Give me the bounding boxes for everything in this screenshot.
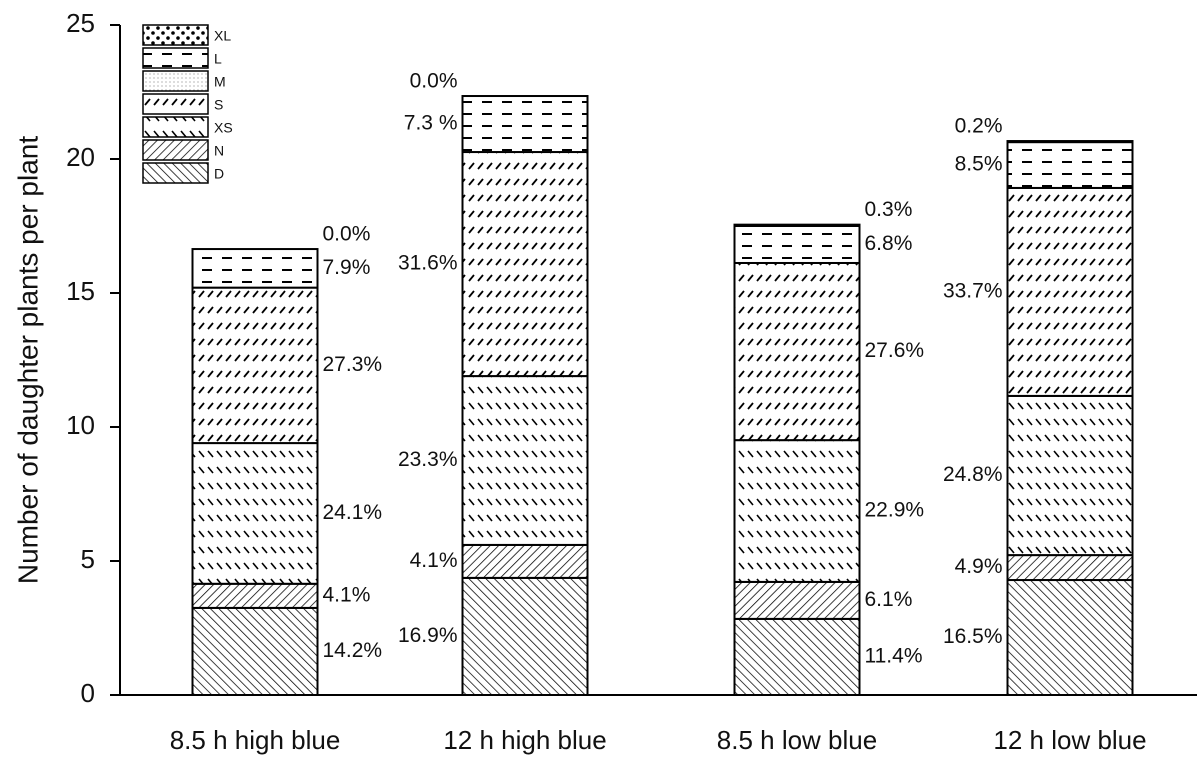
y-tick-label: 20: [66, 142, 95, 172]
y-tick-label: 15: [66, 276, 95, 306]
legend-swatch-pattern: [142, 70, 209, 92]
bar-pattern: [733, 223, 861, 228]
value-label: 4.1%: [323, 583, 371, 606]
value-label: 7.9%: [323, 256, 371, 279]
bar-pattern: [733, 617, 861, 696]
legend-label: L: [214, 51, 222, 67]
y-axis-label: Number of daughter plants per plant: [12, 136, 43, 584]
bar-pattern: [1006, 186, 1134, 397]
x-tick-label: 8.5 h high blue: [170, 725, 341, 755]
legend-swatch-pattern: [142, 116, 209, 138]
value-label: 6.8%: [865, 232, 913, 255]
bar-pattern: [461, 151, 589, 378]
value-label: 16.9%: [398, 624, 458, 647]
value-label: 4.9%: [955, 555, 1003, 578]
legend-label: N: [214, 143, 224, 159]
bar-pattern: [461, 95, 589, 154]
value-label: 0.2%: [955, 115, 1003, 138]
value-label: 14.2%: [323, 639, 383, 662]
bar-pattern: [1006, 554, 1134, 582]
value-label: 0.0%: [323, 223, 371, 246]
bar-pattern: [191, 606, 319, 697]
legend-label: S: [214, 97, 223, 113]
legend-swatch-pattern: [142, 47, 209, 69]
legend-swatch-pattern: [142, 139, 209, 161]
x-tick-label: 8.5 h low blue: [717, 725, 877, 755]
value-label: 31.6%: [398, 252, 458, 275]
legend-swatch-pattern: [142, 24, 209, 46]
x-tick-label: 12 h high blue: [443, 725, 606, 755]
y-tick-label: 0: [81, 678, 95, 708]
legend-label: XS: [214, 120, 233, 136]
bar-pattern: [1006, 140, 1134, 144]
bar-pattern: [1006, 394, 1134, 557]
value-label: 4.1%: [410, 549, 458, 572]
value-label: 6.1%: [865, 588, 913, 611]
bar-pattern: [733, 439, 861, 583]
value-label: 27.3%: [323, 353, 383, 376]
value-label: 24.1%: [323, 501, 383, 524]
value-label: 0.0%: [410, 70, 458, 93]
value-label: 16.5%: [943, 625, 1003, 648]
value-label: 27.6%: [865, 339, 925, 362]
bar-pattern: [733, 225, 861, 264]
value-label: 22.9%: [865, 499, 925, 522]
bar-pattern: [191, 442, 319, 585]
bar-pattern: [191, 286, 319, 445]
legend-label: XL: [214, 28, 231, 44]
bar-pattern: [733, 261, 861, 442]
legend-swatch-pattern: [142, 93, 209, 115]
value-label: 0.3%: [865, 198, 913, 221]
bar-pattern: [461, 543, 589, 579]
bar-pattern: [461, 375, 589, 546]
value-label: 7.3 %: [404, 112, 458, 135]
value-label: 33.7%: [943, 279, 1003, 302]
bar-pattern: [461, 576, 589, 696]
value-label: 24.8%: [943, 463, 1003, 486]
bar-pattern: [191, 582, 319, 609]
y-tick-label: 25: [66, 8, 95, 38]
legend-label: M: [214, 74, 226, 90]
bar-pattern: [191, 248, 319, 289]
bar-pattern: [733, 580, 861, 620]
y-tick-label: 5: [81, 544, 95, 574]
x-tick-label: 12 h low blue: [993, 725, 1146, 755]
legend-label: D: [214, 166, 224, 182]
value-label: 23.3%: [398, 448, 458, 471]
legend-swatch-pattern: [142, 162, 209, 184]
y-tick-label: 10: [66, 410, 95, 440]
bar-pattern: [1006, 579, 1134, 697]
value-label: 11.4%: [865, 644, 923, 667]
bar-pattern: [1006, 141, 1134, 189]
value-label: 8.5%: [955, 153, 1003, 176]
